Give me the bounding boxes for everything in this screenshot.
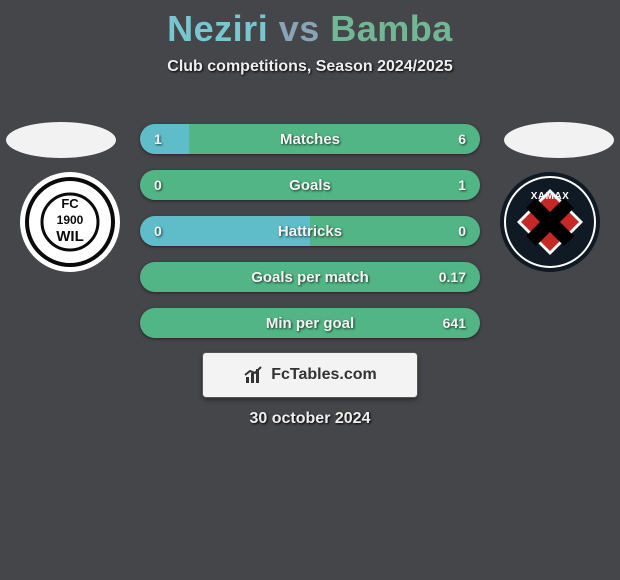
stat-value-p1: 0 xyxy=(154,223,162,239)
subtitle: Club competitions, Season 2024/2025 xyxy=(0,58,620,76)
player2-name: Bamba xyxy=(330,8,453,49)
chart-icon xyxy=(243,364,265,386)
stat-label: Goals per match xyxy=(251,269,369,286)
stat-value-p2: 1 xyxy=(458,177,466,193)
svg-text:XAMAX: XAMAX xyxy=(531,191,570,202)
svg-text:1900: 1900 xyxy=(57,213,84,227)
stat-label: Matches xyxy=(280,131,340,148)
brand-badge[interactable]: FcTables.com xyxy=(202,352,418,398)
fc-wil-icon: FC 1900 WIL xyxy=(25,177,115,267)
stat-row: 0 0 Hattricks xyxy=(140,216,480,246)
club-badge-right: XAMAX xyxy=(500,172,600,272)
stat-bar-p1 xyxy=(140,124,189,154)
stat-row: 641 Min per goal xyxy=(140,308,480,338)
player1-silhouette xyxy=(6,122,116,158)
svg-text:WIL: WIL xyxy=(56,228,84,245)
stat-label: Hattricks xyxy=(278,223,342,240)
stat-row: 0 1 Goals xyxy=(140,170,480,200)
svg-text:FC: FC xyxy=(61,196,79,211)
stat-value-p2: 0 xyxy=(458,223,466,239)
stat-value-p2: 6 xyxy=(458,131,466,147)
xamax-icon: XAMAX xyxy=(503,175,597,269)
date-text: 30 october 2024 xyxy=(0,410,620,428)
stat-value-p2: 641 xyxy=(443,315,466,331)
stat-row: 0.17 Goals per match xyxy=(140,262,480,292)
stat-value-p2: 0.17 xyxy=(439,269,466,285)
stat-row: 1 6 Matches xyxy=(140,124,480,154)
player1-name: Neziri xyxy=(167,8,268,49)
club-badge-left: FC 1900 WIL xyxy=(20,172,120,272)
stats-container: 1 6 Matches 0 1 Goals 0 0 Hattricks 0.17 Goals per… xyxy=(140,124,480,354)
stat-label: Goals xyxy=(289,177,331,194)
stat-label: Min per goal xyxy=(266,315,354,332)
vs-text: vs xyxy=(279,8,320,49)
player2-silhouette xyxy=(504,122,614,158)
stat-value-p1: 0 xyxy=(154,177,162,193)
stat-value-p1: 1 xyxy=(154,131,162,147)
brand-text: FcTables.com xyxy=(271,366,377,384)
comparison-title: Neziri vs Bamba xyxy=(0,0,620,50)
